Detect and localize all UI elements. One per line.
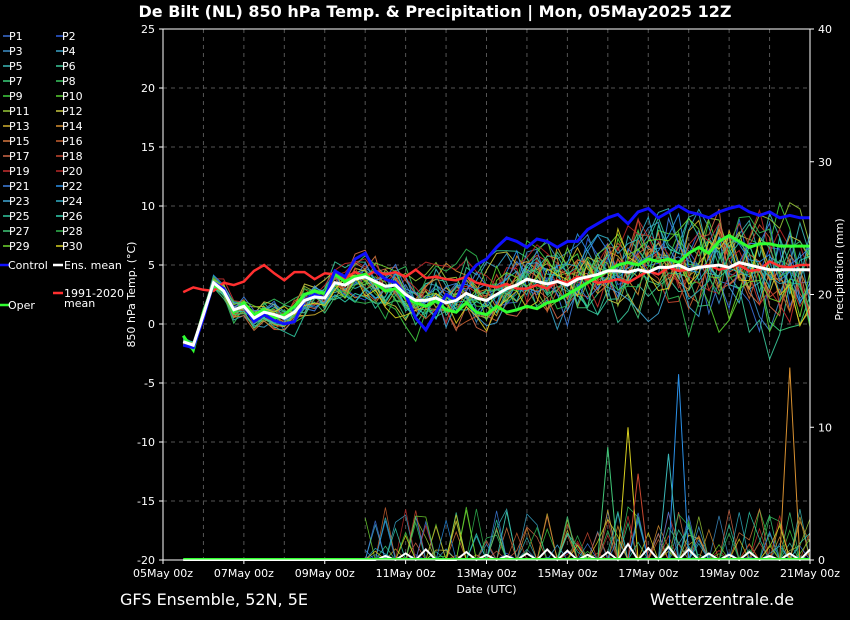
control-line	[182, 204, 810, 350]
legend-label-p28: P28	[62, 225, 83, 238]
y-tick-label: 15	[141, 141, 155, 154]
legend-label-climate-mean: 1991-2020	[64, 287, 124, 300]
legend-label-p9: P9	[9, 90, 23, 103]
legend-label-p8: P8	[62, 75, 76, 88]
precip-peak	[597, 447, 619, 561]
legend-label-p20: P20	[62, 165, 83, 178]
precip-peak	[617, 427, 639, 561]
grid	[163, 29, 810, 560]
legend-label-p11: P11	[9, 105, 30, 118]
y2-axis-title: Precipitation (mm)	[833, 218, 846, 320]
chart-title: De Bilt (NL) 850 hPa Temp. & Precipitati…	[138, 2, 732, 21]
y2-tick-label: 0	[818, 554, 825, 567]
legend-label-p4: P4	[62, 45, 76, 58]
y-axis-title: 850 hPa Temp. (°C)	[125, 242, 138, 348]
x-tick-label: 17May 00z	[618, 567, 678, 580]
legend-label-p3: P3	[9, 45, 23, 58]
source-caption: Wetterzentrale.de	[650, 590, 795, 609]
special-lines	[181, 204, 810, 354]
legend-label-control: Control	[8, 259, 48, 272]
precip-line-p9	[365, 509, 810, 561]
legend-label-p2: P2	[62, 30, 76, 43]
precip-line-p15	[365, 507, 810, 561]
y-tick-label: -20	[137, 554, 155, 567]
precip-bars	[183, 367, 811, 562]
precip-line-p20	[365, 509, 810, 561]
legend-label-p5: P5	[9, 60, 23, 73]
legend-label-p23: P23	[9, 195, 30, 208]
legend-label-p6: P6	[62, 60, 76, 73]
legend-label-p29: P29	[9, 240, 30, 253]
legend-label-p22: P22	[62, 180, 83, 193]
legend-label-p25: P25	[9, 210, 30, 223]
x-axis-title: Date (UTC)	[456, 583, 516, 596]
legend-label-p13: P13	[9, 120, 30, 133]
legend-label-p19: P19	[9, 165, 30, 178]
precip-line-p5	[365, 508, 811, 562]
legend-label-p17: P17	[9, 150, 30, 163]
precip-peak	[779, 367, 801, 561]
x-tick-label: 15May 00z	[537, 567, 597, 580]
precip-line-p17	[365, 510, 810, 561]
legend-label-p12: P12	[62, 105, 83, 118]
legend: P1 P2 P3 P4 P5 P6 P7 P8 P9 P10 P11 P12 P13 P14 P15 P16 P…	[0, 30, 124, 312]
y2-tick-label: 20	[818, 289, 832, 302]
legend-label-ens-mean: Ens. mean	[64, 259, 122, 272]
x-tick-label: 05May 00z	[133, 567, 193, 580]
legend-label-p30: P30	[62, 240, 83, 253]
precip-peak	[627, 473, 649, 561]
legend-label-climate-mean-2: mean	[64, 297, 95, 310]
precip-peak	[668, 374, 690, 561]
legend-label-p14: P14	[62, 120, 83, 133]
member-line-p26	[182, 223, 811, 348]
y-tick-label: -5	[144, 377, 155, 390]
y-tick-label: 25	[141, 23, 155, 36]
legend-label-p18: P18	[62, 150, 83, 163]
y2-tick-label: 30	[818, 156, 832, 169]
legend-label-p27: P27	[9, 225, 30, 238]
legend-label-p1: P1	[9, 30, 23, 43]
ens-mean-line	[182, 261, 810, 348]
legend-label-p15: P15	[9, 135, 30, 148]
member-line-p27	[182, 223, 811, 349]
member-lines	[182, 201, 811, 361]
y-tick-label: -10	[137, 436, 155, 449]
x-tick-label: 11May 00z	[376, 567, 436, 580]
y2-tick-label: 40	[818, 23, 832, 36]
x-tick-label: 13May 00z	[456, 567, 516, 580]
legend-label-p21: P21	[9, 180, 30, 193]
oper-line	[181, 233, 810, 354]
legend-label-oper: Oper	[8, 299, 35, 312]
legend-label-p7: P7	[9, 75, 23, 88]
precip-line-p29	[364, 510, 811, 561]
legend-label-p10: P10	[62, 90, 83, 103]
y-tick-label: 20	[141, 82, 155, 95]
legend-label-p16: P16	[62, 135, 83, 148]
y-tick-label: -15	[137, 495, 155, 508]
precip-line-p13	[365, 509, 811, 562]
x-tick-label: 19May 00z	[699, 567, 759, 580]
legend-label-p24: P24	[62, 195, 83, 208]
precip-line-p28	[365, 508, 810, 561]
x-tick-label: 09May 00z	[295, 567, 355, 580]
member-line-p13	[182, 219, 811, 351]
precip-peak	[657, 453, 680, 561]
y-tick-label: 10	[141, 200, 155, 213]
x-tick-label: 21May 00z	[780, 567, 840, 580]
y-tick-label: 5	[148, 259, 155, 272]
y-tick-label: 0	[148, 318, 155, 331]
legend-label-p26: P26	[62, 210, 83, 223]
y2-tick-label: 10	[818, 421, 832, 434]
x-tick-label: 07May 00z	[214, 567, 274, 580]
model-caption: GFS Ensemble, 52N, 5E	[120, 590, 308, 609]
